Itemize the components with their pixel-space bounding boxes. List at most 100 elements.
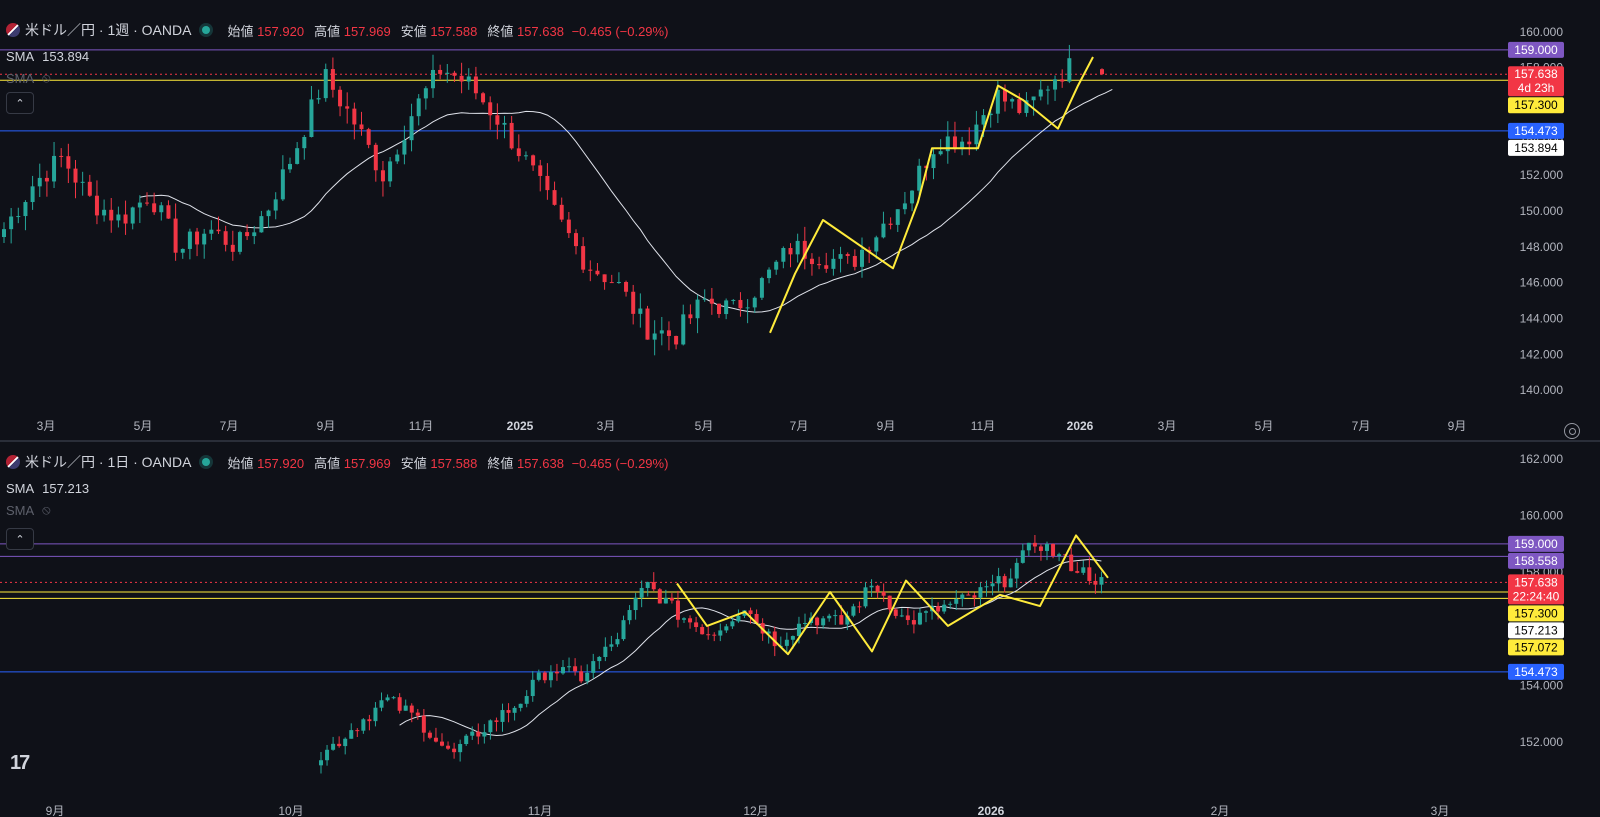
time-tick-label: 9月 bbox=[46, 804, 65, 817]
top-sma1-row[interactable]: SMA 153.894 bbox=[6, 49, 672, 64]
candle-body bbox=[1069, 554, 1074, 572]
candle-body bbox=[954, 599, 959, 604]
price-tag-label: 154.473 bbox=[1514, 124, 1558, 138]
candle-body bbox=[538, 165, 543, 176]
candle-body bbox=[488, 720, 493, 733]
top-symbol-title[interactable]: 米ドル／円 · 1週 · OANDA bbox=[25, 22, 192, 38]
candle-body bbox=[466, 76, 471, 82]
candle-body bbox=[724, 626, 729, 631]
candle-body bbox=[502, 122, 507, 125]
candle-body bbox=[352, 108, 357, 125]
candle-body bbox=[1057, 554, 1062, 556]
candle-body bbox=[863, 587, 868, 607]
candle-body bbox=[731, 299, 736, 301]
bottom-symbol-title[interactable]: 米ドル／円 · 1日 · OANDA bbox=[25, 454, 192, 470]
ohlc-key: 始値 bbox=[227, 455, 254, 471]
candle-body bbox=[796, 623, 801, 637]
candle-body bbox=[615, 639, 620, 645]
ohlc-key: 高値 bbox=[314, 455, 341, 471]
candle-body bbox=[736, 615, 741, 622]
candle-body bbox=[37, 177, 42, 187]
candle-body bbox=[337, 743, 342, 747]
candle-body bbox=[309, 99, 314, 137]
candle-body bbox=[523, 155, 528, 157]
candle-body bbox=[423, 88, 428, 99]
bottom-collapse-button[interactable]: ⌃ bbox=[6, 528, 34, 550]
candle-body bbox=[355, 730, 360, 732]
candle-body bbox=[273, 199, 278, 211]
candle-body bbox=[1051, 544, 1056, 556]
candle-body bbox=[972, 595, 977, 598]
candle-body bbox=[421, 715, 426, 733]
candle-body bbox=[295, 148, 300, 164]
countdown-label: 22:24:40 bbox=[1513, 589, 1560, 603]
price-tick-label: 140.000 bbox=[1520, 383, 1564, 397]
candle-body bbox=[280, 169, 285, 200]
bottom-sma1-row[interactable]: SMA 157.213 bbox=[6, 481, 672, 496]
bottom-sma2-row[interactable]: SMA ⦸ bbox=[6, 502, 672, 518]
candle-body bbox=[809, 258, 814, 265]
price-tag bbox=[1508, 66, 1564, 97]
candle-body bbox=[338, 89, 343, 107]
candle-body bbox=[960, 594, 965, 600]
ohlc-value: 157.588 bbox=[426, 455, 478, 471]
top-collapse-button[interactable]: ⌃ bbox=[6, 92, 34, 114]
candle-body bbox=[123, 214, 128, 224]
price-tag bbox=[1508, 122, 1564, 139]
candle-body bbox=[724, 300, 729, 315]
time-tick-label: 9月 bbox=[877, 419, 896, 433]
candle-body bbox=[838, 254, 843, 259]
candle-body bbox=[875, 585, 880, 592]
candle-body bbox=[817, 264, 822, 266]
sma-label: SMA bbox=[6, 49, 35, 64]
candle-body bbox=[1093, 580, 1098, 585]
eye-off-icon[interactable]: ⦸ bbox=[42, 502, 51, 517]
candle-body bbox=[30, 186, 35, 203]
candle-body bbox=[109, 209, 114, 221]
candle-body bbox=[545, 175, 550, 191]
candle-body bbox=[984, 586, 989, 588]
ohlc-value: 157.920 bbox=[253, 23, 305, 39]
candle-body bbox=[380, 170, 385, 182]
tradingview-logo-icon[interactable]: 17 bbox=[10, 752, 30, 774]
candle-body bbox=[745, 307, 750, 309]
candle-body bbox=[1053, 79, 1058, 90]
candle-body bbox=[567, 666, 572, 668]
eye-off-icon[interactable]: ⦸ bbox=[42, 70, 51, 85]
time-tick-label: 2026 bbox=[1067, 419, 1094, 433]
ohlc-key: 始値 bbox=[227, 23, 254, 39]
candle-body bbox=[561, 667, 565, 674]
candle-body bbox=[445, 72, 450, 74]
candle-body bbox=[730, 621, 735, 627]
candle-body bbox=[573, 666, 578, 672]
price-tick-label: 162.000 bbox=[1520, 452, 1564, 466]
candle-body bbox=[790, 636, 795, 640]
candle-body bbox=[458, 744, 463, 753]
top-sma2-row[interactable]: SMA ⦸ bbox=[6, 70, 672, 86]
candle-body bbox=[552, 190, 557, 205]
candle-body bbox=[833, 615, 838, 617]
candle-body bbox=[548, 671, 553, 681]
candle-body bbox=[506, 710, 511, 713]
candle-body bbox=[1010, 99, 1015, 102]
price-tick-label: 160.000 bbox=[1520, 509, 1564, 523]
candle-body bbox=[1100, 69, 1104, 75]
candle-body bbox=[330, 69, 335, 90]
candle-body bbox=[415, 712, 420, 716]
candle-body bbox=[675, 600, 680, 620]
candle-body bbox=[990, 583, 995, 587]
price-tag-label: 157.300 bbox=[1514, 606, 1558, 620]
candle-body bbox=[936, 606, 941, 612]
candle-body bbox=[554, 671, 559, 674]
bottom-legend: 米ドル／円 · 1日 · OANDA 始値 157.920 高値 157.969 安… bbox=[6, 452, 672, 518]
candle-body bbox=[717, 303, 721, 315]
candle-body bbox=[702, 298, 707, 300]
candle-body bbox=[80, 181, 85, 183]
candle-body bbox=[591, 661, 596, 673]
candle-body bbox=[952, 136, 957, 150]
trendline-drawing bbox=[769, 56, 1094, 334]
candle-body bbox=[23, 202, 28, 217]
candle-body bbox=[881, 223, 886, 238]
gear-icon[interactable] bbox=[1564, 423, 1580, 439]
